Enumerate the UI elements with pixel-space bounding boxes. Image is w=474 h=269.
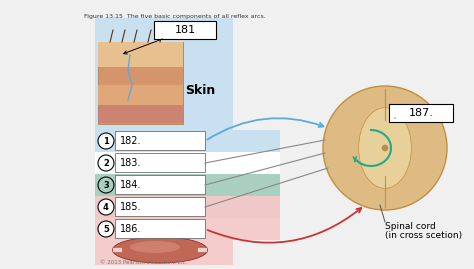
Ellipse shape (359, 108, 411, 188)
Circle shape (98, 177, 114, 193)
Circle shape (98, 133, 114, 149)
FancyBboxPatch shape (115, 197, 205, 216)
Ellipse shape (388, 130, 410, 146)
FancyArrowPatch shape (207, 118, 323, 140)
Text: 5: 5 (103, 225, 109, 233)
Text: 182.: 182. (120, 136, 142, 146)
Text: 186.: 186. (120, 224, 141, 234)
FancyBboxPatch shape (98, 105, 183, 123)
FancyBboxPatch shape (115, 175, 205, 194)
Circle shape (323, 86, 447, 210)
Text: 2: 2 (103, 158, 109, 168)
FancyBboxPatch shape (115, 131, 205, 150)
Text: 185.: 185. (120, 202, 142, 212)
Ellipse shape (130, 241, 180, 253)
FancyBboxPatch shape (154, 21, 216, 39)
FancyBboxPatch shape (95, 218, 280, 240)
FancyBboxPatch shape (95, 174, 280, 196)
Text: Skin: Skin (185, 83, 215, 97)
FancyBboxPatch shape (95, 18, 233, 130)
FancyBboxPatch shape (115, 153, 205, 172)
Circle shape (98, 155, 114, 171)
FancyBboxPatch shape (95, 130, 280, 152)
Text: 181: 181 (174, 25, 196, 35)
Text: 184.: 184. (120, 180, 141, 190)
Ellipse shape (112, 237, 208, 263)
Text: Figure 13.15  The five basic components of all reflex arcs.: Figure 13.15 The five basic components o… (84, 14, 266, 19)
Circle shape (98, 199, 114, 215)
Text: 1: 1 (103, 136, 109, 146)
FancyBboxPatch shape (98, 42, 183, 67)
FancyBboxPatch shape (389, 104, 453, 122)
Text: Spinal cord: Spinal cord (385, 222, 436, 231)
Ellipse shape (360, 150, 382, 166)
Ellipse shape (388, 150, 410, 166)
FancyArrowPatch shape (208, 208, 361, 243)
FancyBboxPatch shape (95, 152, 280, 174)
FancyBboxPatch shape (95, 196, 280, 218)
FancyBboxPatch shape (98, 42, 183, 124)
Text: © 2013 Pearson Education, Inc.: © 2013 Pearson Education, Inc. (100, 260, 187, 265)
Circle shape (382, 145, 388, 151)
Text: (in cross scetion): (in cross scetion) (385, 231, 462, 240)
Text: 3: 3 (103, 180, 109, 189)
Text: 4: 4 (103, 203, 109, 211)
Ellipse shape (360, 130, 382, 146)
Text: 187.: 187. (409, 108, 433, 118)
Circle shape (98, 221, 114, 237)
Text: 183.: 183. (120, 158, 141, 168)
FancyBboxPatch shape (95, 240, 233, 265)
FancyBboxPatch shape (98, 85, 183, 105)
FancyBboxPatch shape (115, 219, 205, 238)
